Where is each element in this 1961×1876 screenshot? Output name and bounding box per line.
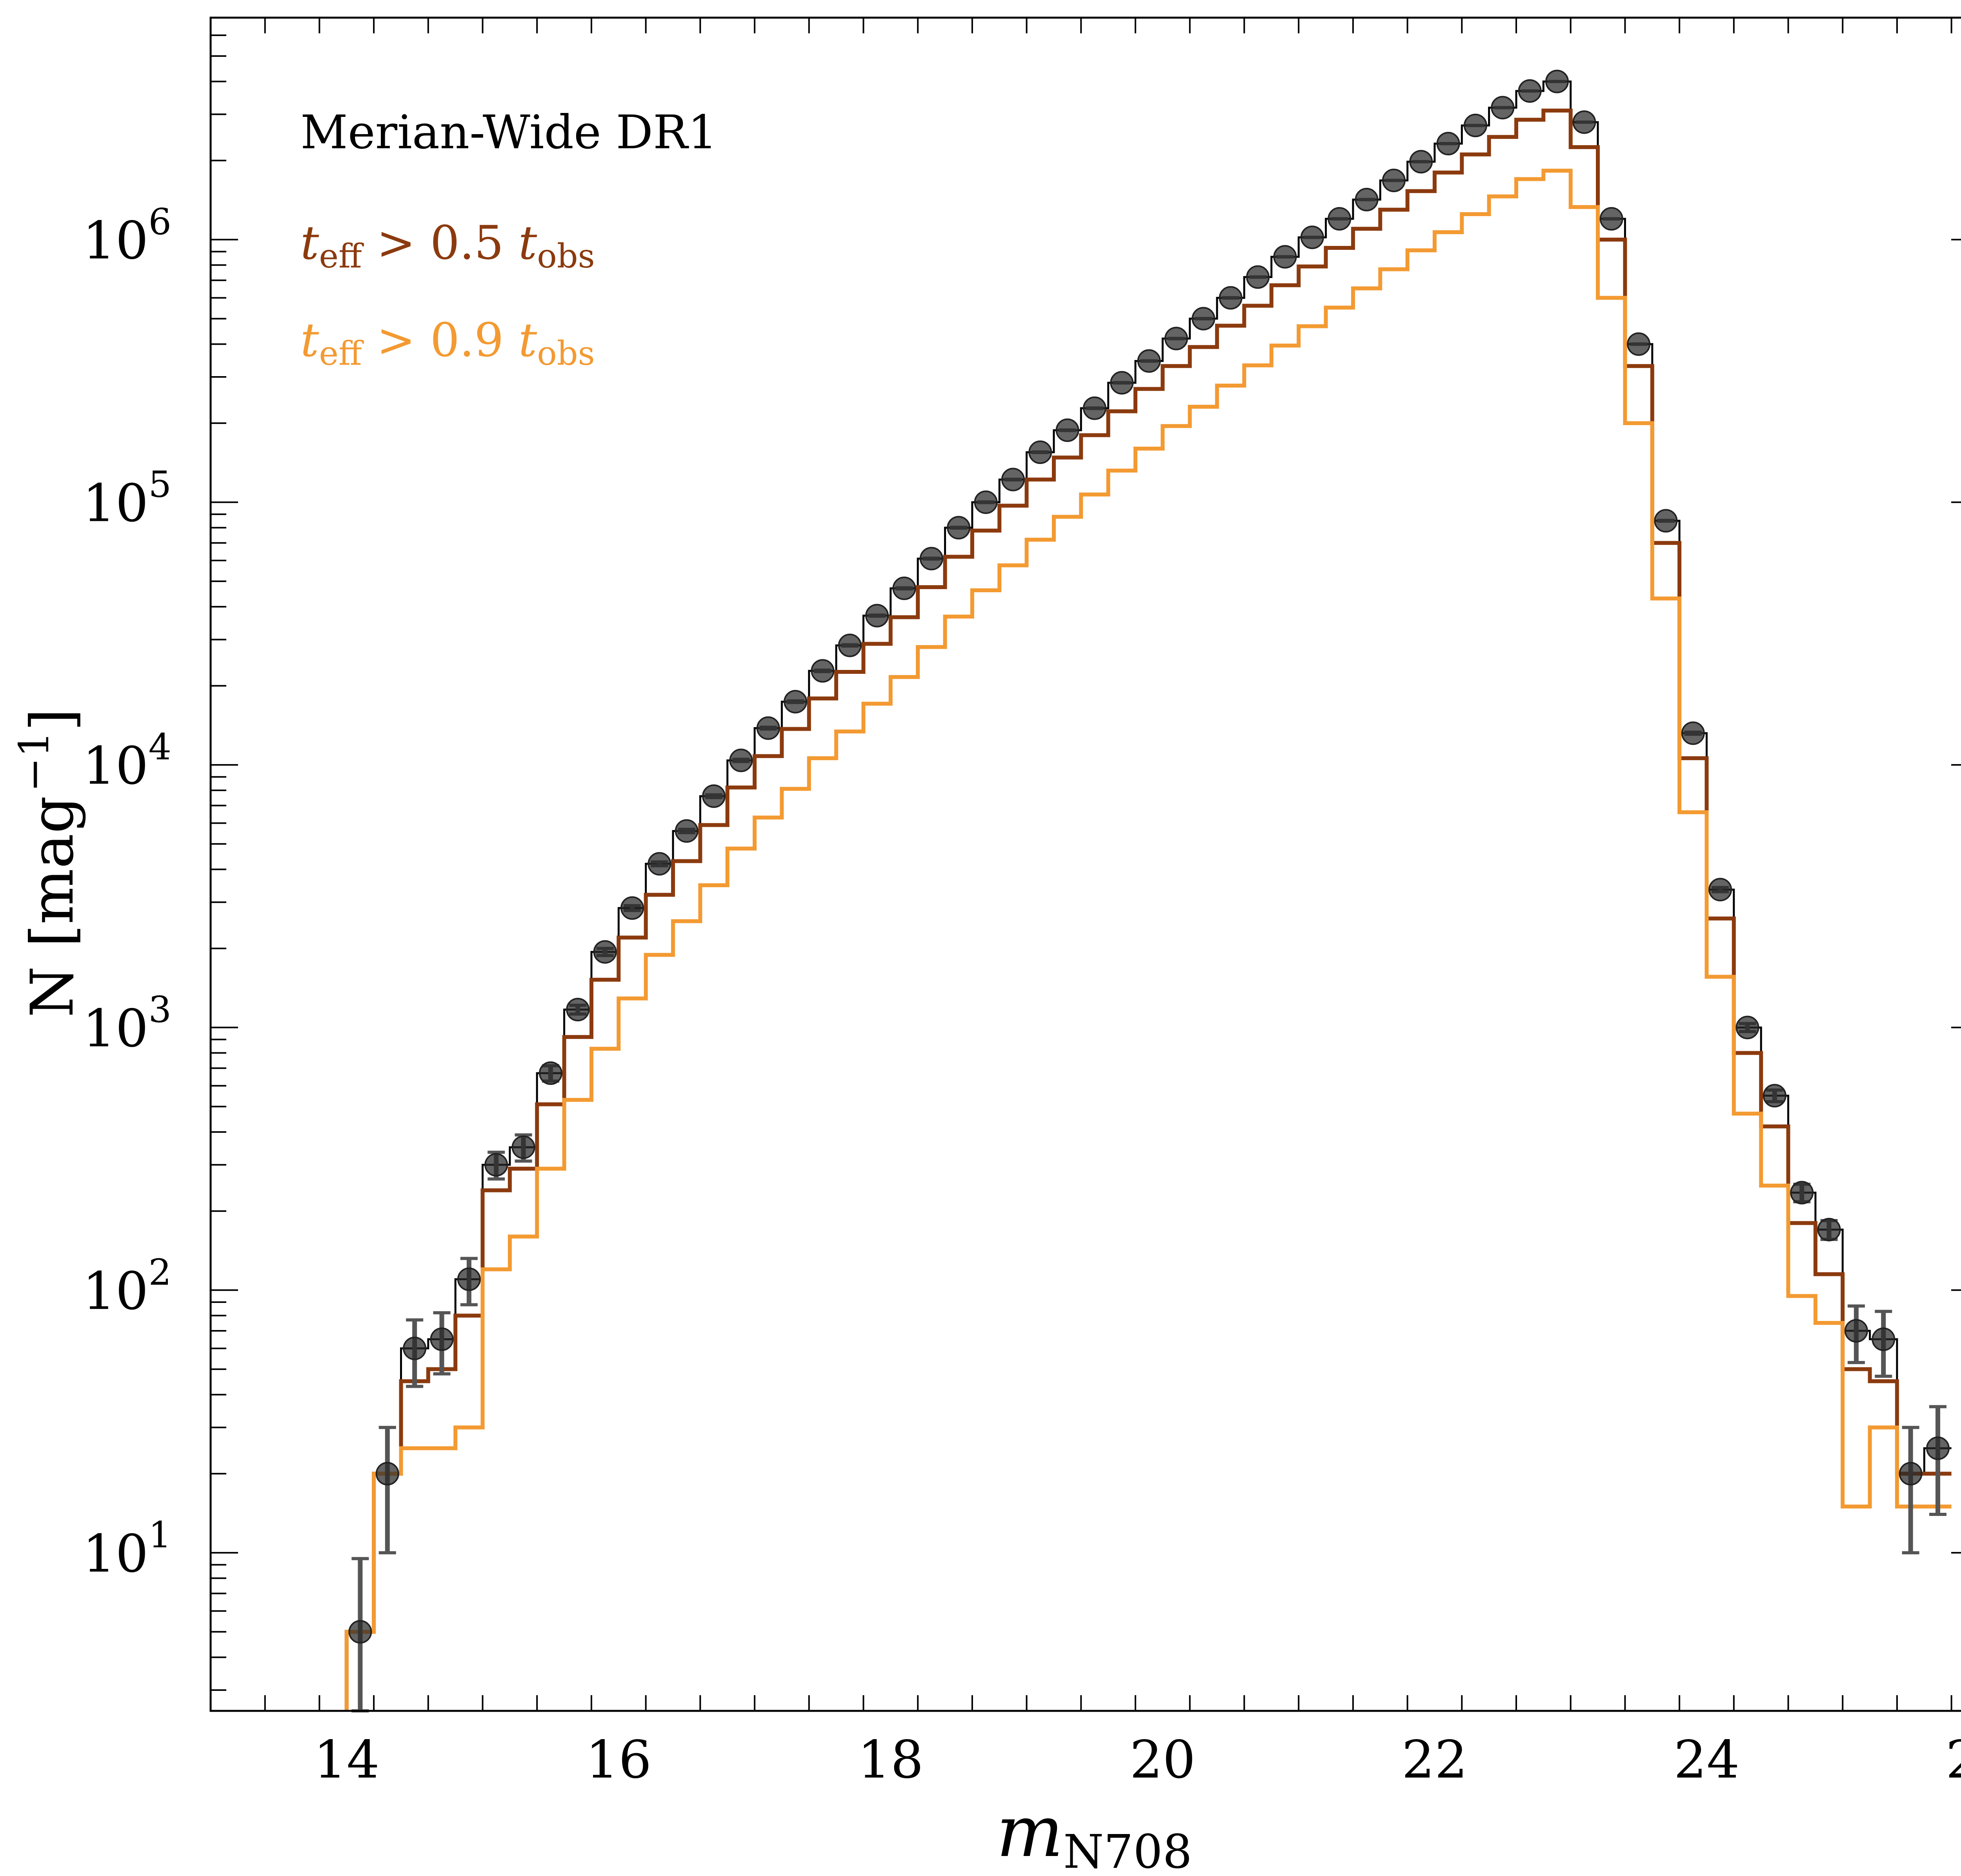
y-tick-label: 102 bbox=[82, 1251, 171, 1321]
data-point bbox=[1055, 418, 1079, 442]
legend: Merian-Wide DR1 teff > 0.5 tobs teff > 0… bbox=[300, 105, 717, 373]
data-point bbox=[1192, 307, 1215, 331]
data-point bbox=[511, 1135, 535, 1159]
data-point bbox=[1028, 440, 1052, 464]
data-point bbox=[1436, 132, 1460, 156]
data-point bbox=[1844, 1319, 1868, 1343]
data-point bbox=[484, 1153, 508, 1177]
x-tick-label: 24 bbox=[1674, 1730, 1739, 1790]
data-point bbox=[947, 516, 971, 540]
data-point bbox=[593, 940, 617, 964]
data-point bbox=[1763, 1084, 1786, 1108]
y-tick-label: 106 bbox=[82, 201, 171, 271]
data-point bbox=[1872, 1327, 1896, 1351]
data-point bbox=[430, 1327, 454, 1351]
data-point bbox=[620, 896, 644, 920]
data-point bbox=[1572, 110, 1596, 134]
data-point bbox=[675, 819, 699, 843]
data-point bbox=[865, 604, 889, 628]
x-tick-label: 26 bbox=[1946, 1730, 1961, 1790]
legend-entry-teff-05: teff > 0.5 tobs bbox=[300, 216, 595, 275]
data-point bbox=[1681, 721, 1705, 745]
data-point bbox=[892, 577, 916, 600]
data-point bbox=[1518, 79, 1542, 103]
y-tick-label: 104 bbox=[82, 726, 171, 796]
x-tick-label: 18 bbox=[858, 1730, 924, 1790]
data-point bbox=[1273, 245, 1297, 269]
data-point bbox=[1164, 327, 1188, 351]
data-point bbox=[1899, 1462, 1923, 1486]
data-point bbox=[1246, 265, 1270, 289]
data-point bbox=[1382, 169, 1406, 193]
data-point bbox=[1355, 187, 1379, 211]
data-point bbox=[1001, 468, 1025, 491]
data-point bbox=[1083, 396, 1106, 420]
series-teff-05-step bbox=[344, 108, 1952, 1711]
data-point bbox=[1926, 1436, 1950, 1460]
data-point bbox=[1654, 509, 1678, 533]
x-tick-label: 20 bbox=[1130, 1730, 1195, 1790]
plot-frame bbox=[209, 16, 1961, 1712]
y-tick-label: 101 bbox=[82, 1514, 171, 1584]
data-point bbox=[1545, 69, 1569, 93]
data-point bbox=[375, 1462, 399, 1486]
data-point bbox=[1110, 371, 1134, 395]
data-point bbox=[1708, 878, 1732, 902]
data-point bbox=[811, 659, 835, 683]
data-point bbox=[919, 547, 943, 571]
data-point bbox=[457, 1267, 481, 1291]
ticks-layer bbox=[211, 17, 1961, 1711]
data-point bbox=[1409, 150, 1433, 174]
data-point bbox=[403, 1336, 427, 1360]
x-tick-label: 16 bbox=[586, 1730, 651, 1790]
x-axis-title: mN708 bbox=[996, 1791, 1192, 1876]
data-point bbox=[1300, 226, 1324, 249]
data-point bbox=[838, 633, 862, 657]
y-tick-label: 105 bbox=[82, 463, 171, 533]
data-point bbox=[648, 852, 671, 876]
data-point bbox=[1735, 1015, 1759, 1039]
data-point bbox=[729, 748, 753, 772]
data-point bbox=[1790, 1181, 1814, 1205]
data-point bbox=[1627, 332, 1651, 356]
x-tick-label: 22 bbox=[1402, 1730, 1468, 1790]
data-point bbox=[1219, 286, 1242, 310]
data-point bbox=[538, 1061, 562, 1085]
data-point bbox=[756, 716, 780, 740]
data-point bbox=[566, 998, 590, 1022]
y-tick-label: 103 bbox=[82, 989, 171, 1059]
data-point bbox=[1491, 96, 1515, 120]
legend-entry-teff-09: teff > 0.9 tobs bbox=[300, 313, 595, 373]
data-point bbox=[1463, 113, 1487, 137]
data-point bbox=[702, 784, 726, 808]
y-axis-title: N [mag−1] bbox=[10, 708, 87, 1017]
x-tick-label: 14 bbox=[314, 1730, 380, 1790]
data-point bbox=[1137, 349, 1161, 373]
data-point bbox=[974, 490, 998, 514]
data-point bbox=[1599, 207, 1623, 231]
data-point bbox=[348, 1620, 372, 1644]
points-layer bbox=[348, 69, 1950, 1712]
series-teff-09-step bbox=[344, 169, 1952, 1711]
data-point bbox=[1817, 1217, 1841, 1241]
data-point bbox=[1328, 207, 1352, 231]
data-point bbox=[784, 690, 808, 713]
tick-labels-layer: 14 16 18 20 22 24 26 101 102 103 104 105 106 bbox=[82, 201, 1961, 1790]
legend-entry-merian-wide-dr1: Merian-Wide DR1 bbox=[300, 105, 717, 159]
